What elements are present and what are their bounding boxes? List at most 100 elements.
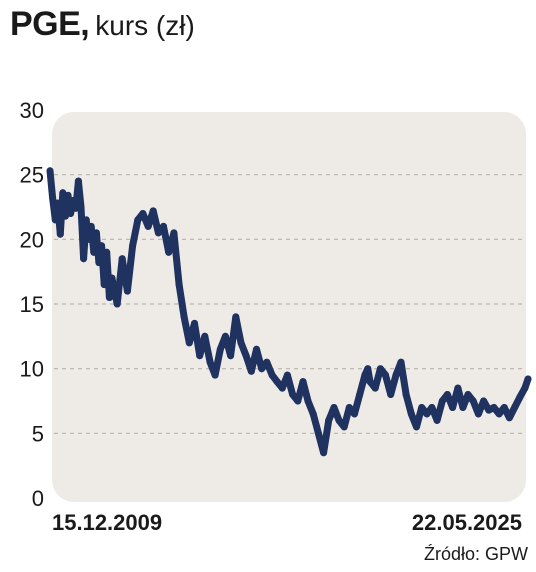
- data-point: [77, 203, 85, 211]
- y-axis-ticks: 0 5 10 15 20 25 30: [20, 98, 44, 511]
- data-point: [371, 384, 379, 392]
- y-tick-label: 30: [20, 98, 44, 123]
- data-point: [80, 255, 88, 263]
- data-point: [454, 384, 462, 392]
- data-point: [335, 416, 343, 424]
- data-point: [82, 216, 90, 224]
- data-point: [364, 365, 372, 373]
- data-point: [180, 313, 188, 321]
- data-point: [289, 391, 297, 398]
- y-tick-label: 10: [20, 357, 44, 382]
- data-point: [521, 384, 529, 392]
- data-point: [366, 378, 374, 386]
- data-point: [61, 212, 69, 220]
- data-point: [418, 404, 426, 411]
- data-point: [428, 404, 436, 411]
- data-point: [118, 255, 126, 263]
- data-point: [376, 365, 384, 373]
- data-point: [49, 194, 57, 202]
- data-point: [320, 449, 328, 457]
- data-point: [191, 319, 198, 327]
- data-point: [299, 378, 307, 386]
- source-note: Źródło: GPW: [423, 544, 528, 564]
- grid-lines: [54, 174, 524, 434]
- data-point: [438, 397, 446, 405]
- data-point: [392, 371, 400, 379]
- data-point: [351, 410, 358, 418]
- data-point: [46, 167, 54, 175]
- chart-title-main: PGE,: [10, 5, 90, 43]
- data-point: [407, 410, 415, 418]
- data-point: [505, 414, 513, 422]
- data-point: [325, 416, 333, 424]
- data-point: [469, 397, 477, 405]
- x-start-label: 15.12.2009: [52, 510, 162, 535]
- data-point: [98, 242, 106, 250]
- x-end-label: 22.05.2025: [412, 510, 522, 535]
- data-point: [206, 358, 214, 366]
- data-point: [74, 177, 82, 185]
- data-point: [340, 423, 348, 431]
- data-point: [95, 259, 103, 267]
- data-point: [500, 404, 508, 411]
- data-point: [170, 229, 178, 237]
- data-point: [495, 410, 503, 418]
- data-point: [330, 404, 338, 411]
- data-point: [154, 229, 162, 237]
- data-point: [64, 191, 72, 199]
- data-point: [113, 300, 121, 308]
- y-tick-label: 0: [32, 486, 44, 511]
- data-point: [345, 404, 353, 411]
- data-point: [258, 365, 266, 373]
- data-point: [361, 371, 369, 379]
- data-point: [59, 189, 67, 197]
- data-point: [449, 404, 457, 411]
- data-point: [103, 248, 111, 256]
- data-point: [263, 358, 271, 366]
- data-point: [237, 339, 245, 347]
- data-point: [387, 391, 395, 398]
- data-point: [382, 371, 389, 379]
- data-point: [314, 429, 322, 437]
- data-point: [216, 345, 224, 353]
- data-point: [175, 281, 183, 289]
- data-point: [149, 207, 157, 215]
- data-point: [185, 339, 193, 347]
- data-point: [90, 248, 98, 256]
- data-point: [69, 197, 77, 204]
- y-tick-label: 15: [20, 292, 44, 317]
- data-point: [232, 313, 240, 321]
- data-point: [139, 210, 147, 217]
- data-point: [247, 367, 255, 375]
- data-point: [227, 352, 235, 360]
- plot-background: [52, 112, 526, 502]
- data-point: [402, 391, 410, 398]
- data-point: [134, 216, 142, 224]
- data-point: [464, 391, 472, 398]
- data-point: [54, 199, 62, 207]
- data-point: [242, 352, 250, 360]
- data-point: [356, 391, 364, 398]
- data-point: [304, 397, 312, 405]
- data-point: [433, 416, 441, 424]
- data-point: [524, 375, 532, 383]
- data-point: [268, 371, 276, 379]
- data-point: [56, 230, 64, 238]
- data-point: [129, 242, 137, 250]
- data-point: [459, 404, 467, 411]
- data-point: [423, 410, 431, 418]
- data-point: [309, 410, 317, 418]
- data-point: [100, 281, 108, 289]
- data-point: [221, 332, 229, 340]
- data-point: [201, 332, 209, 340]
- data-point: [144, 222, 152, 230]
- y-tick-label: 5: [32, 421, 44, 446]
- y-tick-label: 25: [20, 163, 44, 188]
- data-point: [51, 216, 59, 224]
- data-point: [67, 210, 75, 217]
- data-point: [278, 384, 286, 392]
- y-tick-label: 20: [20, 227, 44, 252]
- chart-title: PGE, kurs (zł): [10, 2, 195, 46]
- data-point: [480, 397, 488, 405]
